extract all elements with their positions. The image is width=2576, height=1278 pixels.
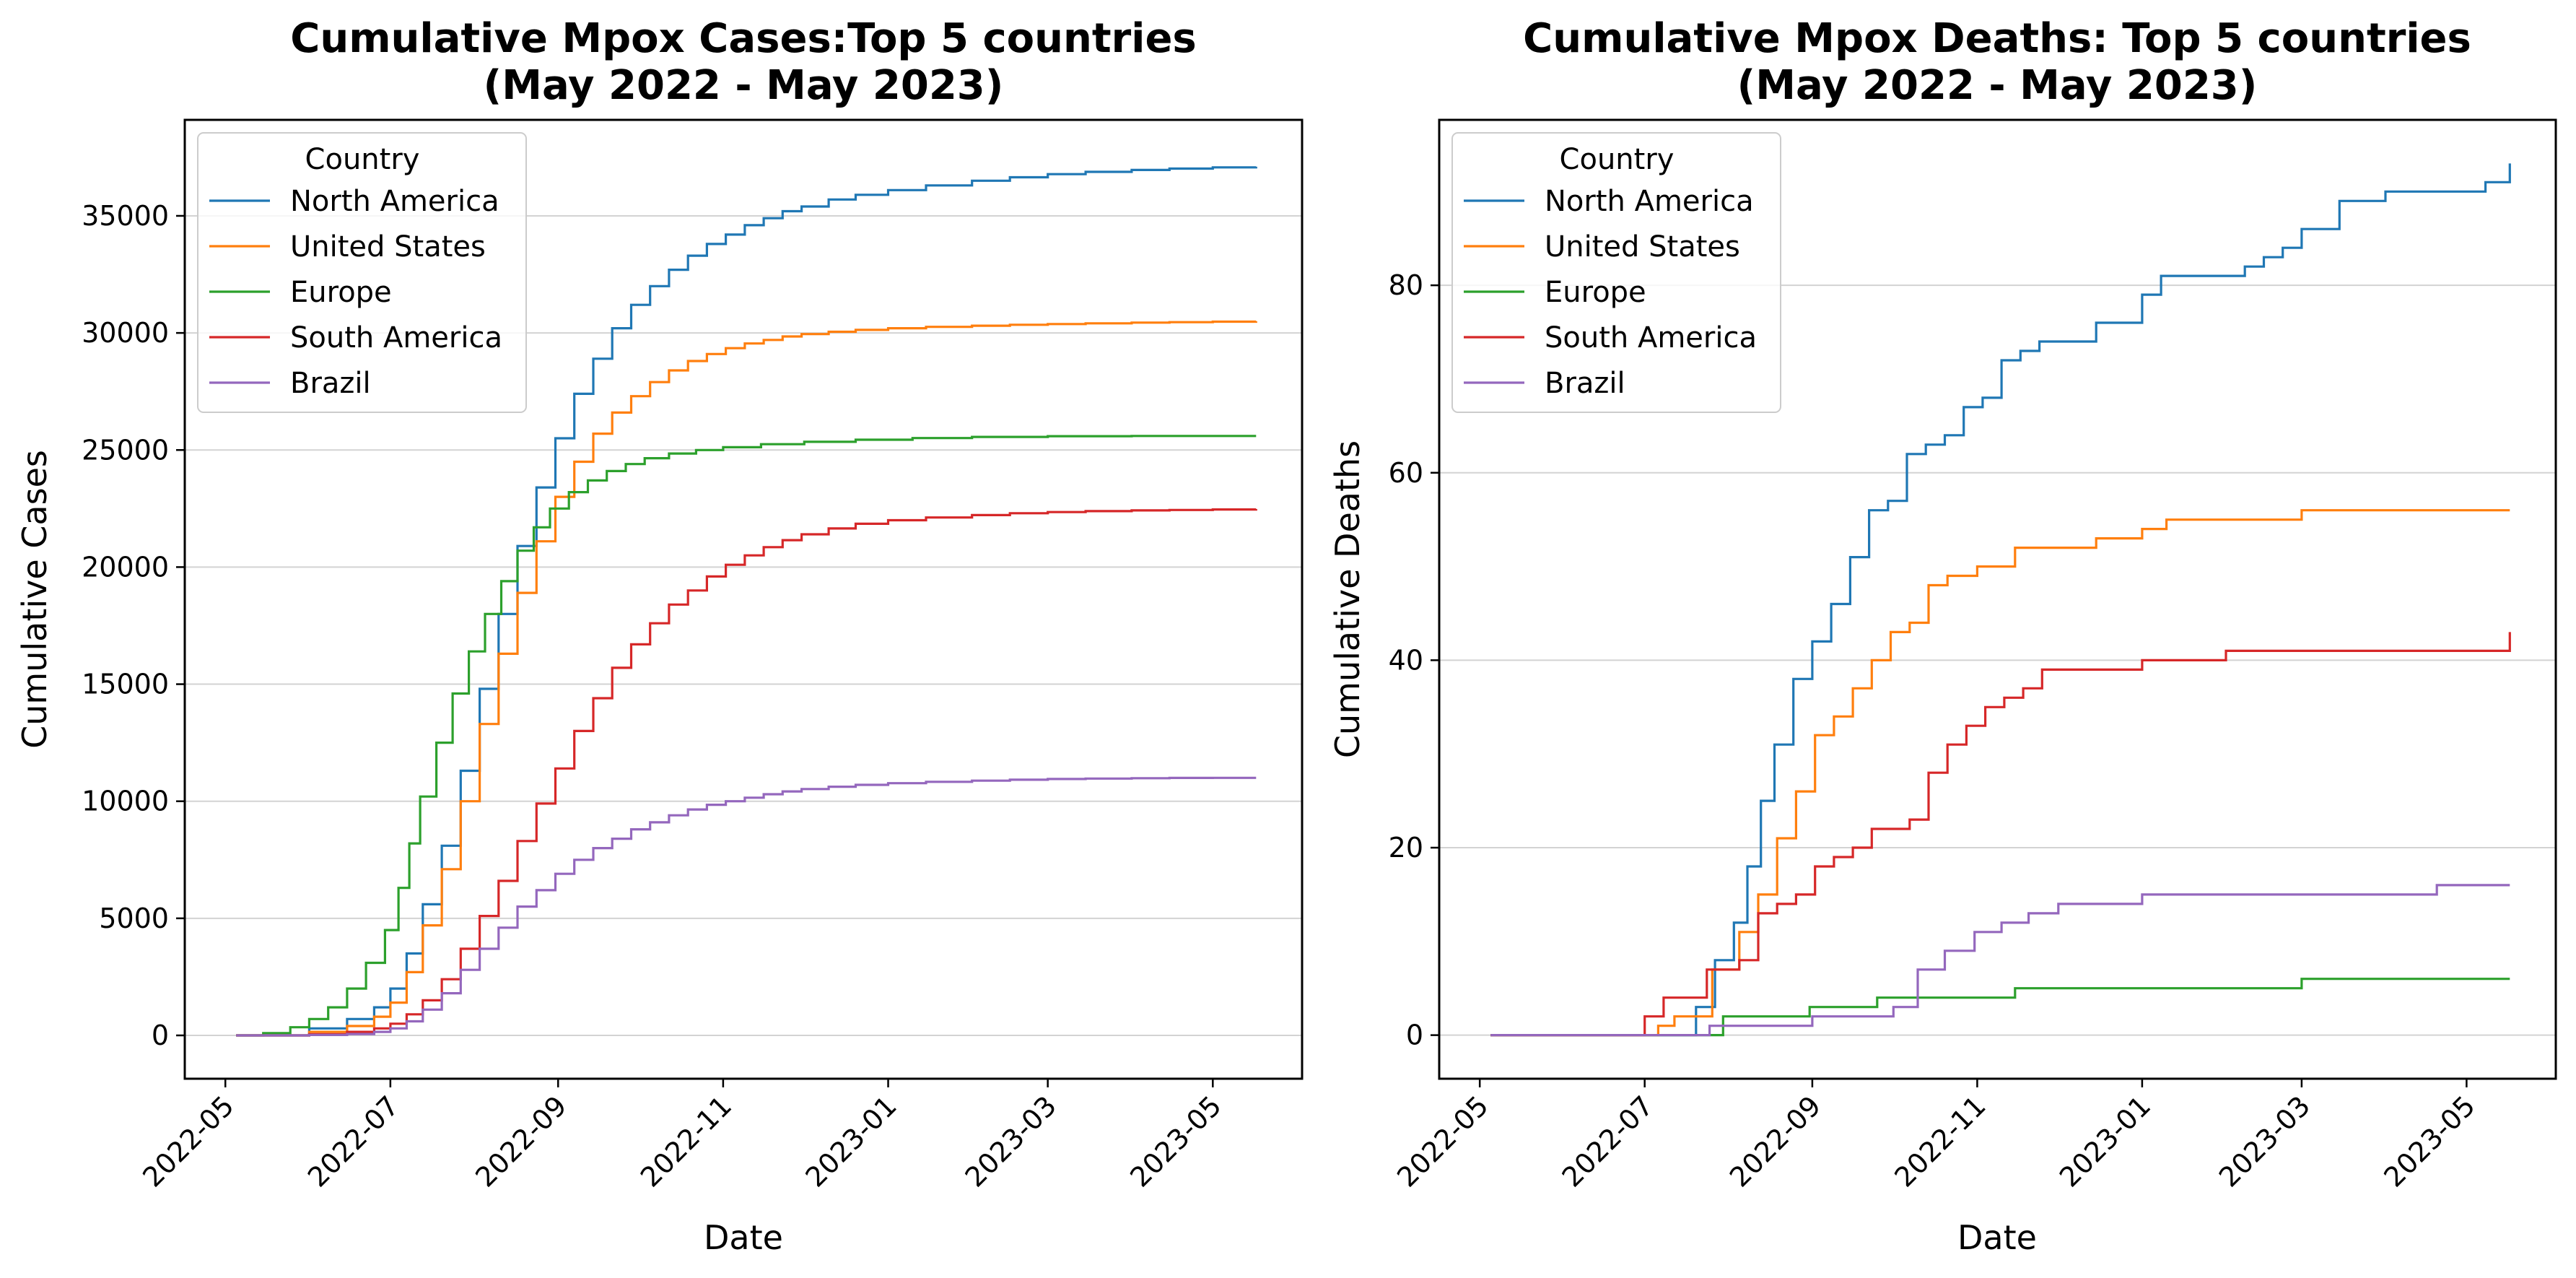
deaths-x-axis-label: Date [1957,1218,2037,1257]
cases-y-tick-label: 0 [152,1020,169,1051]
cases-legend-box [197,132,527,413]
deaths-series-north-america [1490,163,2511,1037]
deaths-y-tick-label: 20 [1389,832,1423,864]
cases-chart: Cumulative Mpox Cases:Top 5 countries (M… [15,15,1304,1257]
deaths-y-tick-label: 40 [1389,644,1423,676]
cases-chart-title-line-2: (May 2022 - May 2023) [484,62,1004,109]
cases-series-north-america [236,166,1257,1037]
deaths-legend-box [1451,132,1781,413]
cases-y-ticks: 0 5000 10000 15000 20000 25000 30000 35000 [82,200,185,1051]
deaths-y-tick-label: 80 [1389,269,1423,301]
deaths-legend-item-south-america-label: South America [1545,321,1757,355]
cases-legend-item-north-america-label: North America [290,185,499,218]
deaths-plot-frame [1438,118,2557,1080]
deaths-y-tick-label: 60 [1389,457,1423,489]
deaths-series [1490,163,2511,1037]
cases-y-tick-label: 10000 [82,786,169,817]
cases-y-axis-label: Cumulative Cases [15,450,54,749]
cases-legend: Country North America United States Europe… [197,132,527,413]
deaths-legend-item-north-america-label: North America [1545,185,1754,218]
deaths-legend-title: Country [1560,143,1675,176]
cases-plot-frame [183,118,1304,1080]
cases-x-axis-label: Date [704,1218,783,1257]
deaths-legend: Country North America United States Europe… [1451,132,1781,413]
cases-y-tick-label: 35000 [82,200,169,232]
cases-series-south-america [236,508,1257,1037]
cases-series-brazil [236,776,1257,1037]
deaths-y-ticks: 0 20 40 60 80 [1389,269,1439,1051]
cases-series [236,166,1257,1037]
deaths-y-tick-label: 0 [1406,1020,1423,1051]
cases-series-united-states [236,320,1257,1037]
cases-legend-item-south-america-label: South America [290,321,502,355]
deaths-series-south-america [1490,632,2511,1037]
deaths-chart-title-line-1: Cumulative Mpox Deaths: Top 5 countries [1523,15,2471,62]
deaths-legend-item-brazil-label: Brazil [1545,367,1625,400]
cases-grid [185,214,1302,1037]
deaths-series-brazil [1490,884,2510,1037]
deaths-series-europe [1490,978,2510,1037]
cases-chart-title-line-1: Cumulative Mpox Cases:Top 5 countries [290,15,1197,62]
deaths-y-axis-label: Cumulative Deaths [1328,440,1367,758]
cases-y-tick-label: 20000 [82,551,169,583]
cases-legend-title: Country [305,143,420,176]
deaths-chart-title-line-2: (May 2022 - May 2023) [1737,62,2258,109]
deaths-legend-item-europe-label: Europe [1545,276,1646,309]
cases-legend-item-europe-label: Europe [290,276,392,309]
cases-series-europe [236,435,1257,1037]
cases-legend-item-brazil-label: Brazil [290,367,371,400]
deaths-legend-item-united-states-label: United States [1545,230,1740,264]
cases-y-tick-label: 30000 [82,317,169,349]
cases-y-tick-label: 25000 [82,434,169,466]
cases-y-tick-label: 15000 [82,669,169,700]
cases-y-tick-label: 5000 [99,903,169,934]
cases-legend-item-united-states-label: United States [290,230,486,264]
